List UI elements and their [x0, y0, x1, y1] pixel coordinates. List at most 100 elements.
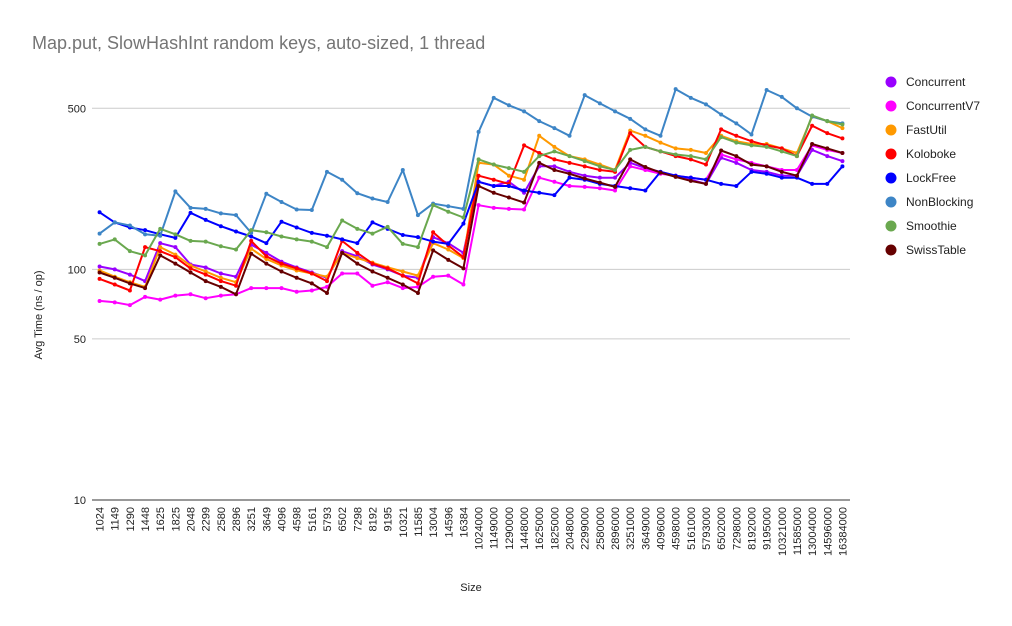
data-point	[370, 231, 375, 236]
data-point	[294, 289, 299, 294]
data-point	[628, 147, 633, 152]
series-concurrentv7	[97, 143, 845, 308]
data-point	[506, 184, 511, 189]
data-point	[794, 154, 799, 159]
x-tick-label: 5161000	[686, 507, 698, 550]
data-point	[173, 232, 178, 237]
data-point	[264, 230, 269, 235]
data-point	[294, 207, 299, 212]
data-point	[188, 266, 193, 271]
data-point	[173, 261, 178, 266]
series-swisstable	[97, 141, 845, 297]
data-point	[97, 241, 102, 246]
data-point	[264, 286, 269, 291]
data-point	[446, 273, 451, 278]
data-point	[385, 280, 390, 285]
legend-swatch	[885, 244, 897, 256]
data-point	[446, 257, 451, 262]
data-point	[249, 228, 254, 233]
series-lines	[97, 87, 845, 308]
data-point	[158, 241, 163, 246]
data-point	[749, 139, 754, 144]
data-point	[385, 200, 390, 205]
data-point	[112, 267, 117, 272]
data-point	[779, 94, 784, 99]
x-tick-label: 5793	[322, 507, 334, 531]
data-point	[112, 282, 117, 287]
data-point	[97, 231, 102, 236]
data-point	[370, 196, 375, 201]
data-point	[218, 275, 223, 280]
data-point	[294, 225, 299, 230]
data-point	[810, 141, 815, 146]
data-point	[127, 288, 132, 293]
data-point	[552, 193, 557, 198]
data-point	[143, 232, 148, 237]
data-point	[340, 218, 345, 223]
data-point	[552, 167, 557, 172]
legend-item: LockFree	[885, 171, 956, 185]
data-point	[173, 255, 178, 260]
data-point	[673, 87, 678, 92]
data-point	[431, 248, 436, 253]
series-smoothie	[97, 113, 845, 258]
x-tick-label: 1024000	[474, 507, 486, 550]
x-tick-label: 3649000	[640, 507, 652, 550]
data-point	[370, 283, 375, 288]
data-point	[173, 235, 178, 240]
data-point	[294, 275, 299, 280]
data-point	[143, 253, 148, 258]
data-point	[400, 269, 405, 274]
data-point	[506, 206, 511, 211]
data-point	[249, 234, 254, 239]
series-line	[99, 165, 844, 245]
data-point	[446, 247, 451, 252]
legend-label: Koloboke	[906, 147, 956, 161]
data-point	[158, 245, 163, 250]
data-point	[385, 275, 390, 280]
data-point	[522, 207, 527, 212]
data-point	[703, 102, 708, 107]
data-point	[127, 249, 132, 254]
data-point	[400, 282, 405, 287]
data-point	[613, 188, 618, 193]
data-point	[658, 170, 663, 175]
data-point	[628, 157, 633, 162]
x-tick-label: 2896	[231, 507, 243, 531]
data-point	[188, 238, 193, 243]
data-point	[628, 116, 633, 121]
data-point	[476, 203, 481, 208]
data-point	[537, 154, 542, 159]
data-point	[825, 181, 830, 186]
data-point	[264, 250, 269, 255]
data-point	[112, 237, 117, 242]
data-point	[324, 279, 329, 284]
data-point	[188, 270, 193, 275]
data-point	[415, 213, 420, 218]
data-point	[446, 209, 451, 214]
data-point	[840, 159, 845, 164]
data-point	[234, 229, 239, 234]
series-nonblocking	[97, 87, 845, 238]
x-tick-label: 4598000	[671, 507, 683, 550]
data-point	[764, 164, 769, 169]
data-point	[476, 179, 481, 184]
legend-swatch	[885, 196, 897, 208]
data-point	[355, 256, 360, 261]
data-point	[234, 213, 239, 218]
x-tick-label: 7298	[352, 507, 364, 531]
data-point	[506, 103, 511, 108]
x-tick-label: 5793000	[701, 507, 713, 550]
data-point	[173, 245, 178, 250]
series-lockfree	[97, 164, 845, 246]
data-point	[188, 210, 193, 215]
data-point	[218, 244, 223, 249]
x-tick-label: 9195	[383, 507, 395, 531]
data-point	[127, 223, 132, 228]
data-point	[203, 296, 208, 301]
x-tick-label: 16384000	[837, 507, 849, 556]
data-point	[582, 176, 587, 181]
x-tick-label: 3251	[246, 507, 258, 531]
data-point	[340, 237, 345, 242]
legend-label: ConcurrentV7	[906, 99, 980, 113]
